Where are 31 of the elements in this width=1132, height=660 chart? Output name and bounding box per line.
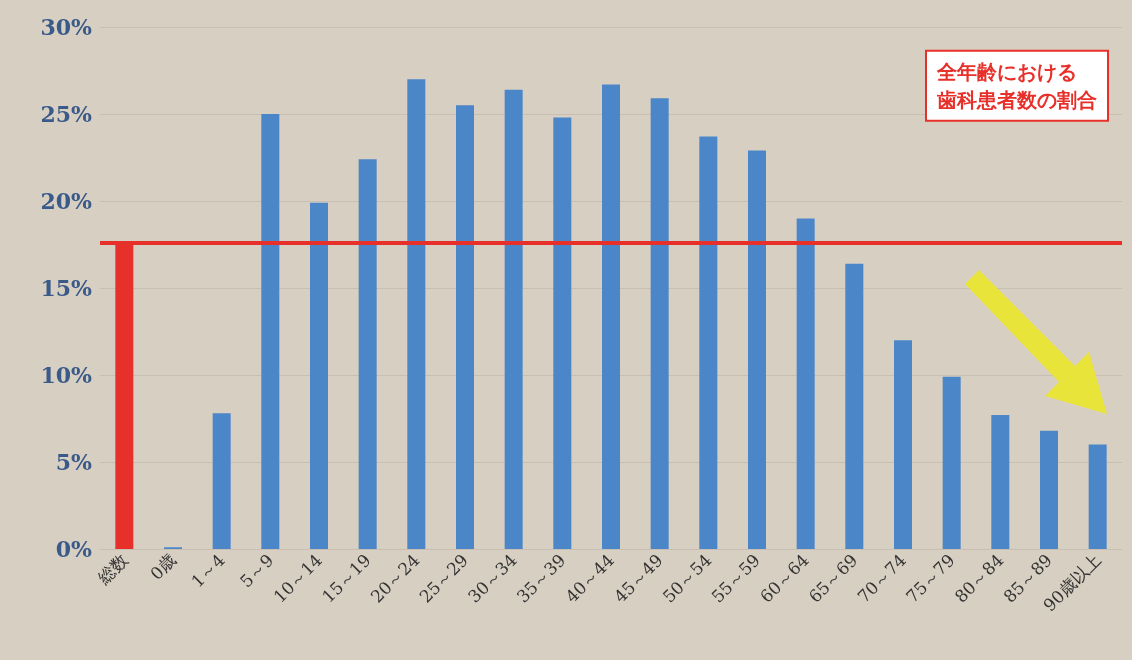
bar [310, 202, 328, 549]
bar [894, 340, 912, 549]
x-tick-label: 0歳 [146, 549, 181, 584]
y-tick-label: 30% [40, 14, 93, 40]
y-tick-label: 25% [40, 101, 93, 127]
bar [358, 159, 377, 549]
bar [602, 84, 620, 549]
bar [456, 105, 474, 549]
bar [407, 79, 426, 549]
bar [553, 117, 572, 549]
y-tick-label: 15% [40, 275, 93, 301]
bar [1040, 430, 1058, 549]
bar [845, 263, 864, 549]
bar [699, 136, 718, 549]
bar [212, 413, 231, 549]
y-tick-label: 0% [55, 536, 93, 562]
bar [261, 114, 280, 549]
bar [650, 98, 669, 549]
x-tick-label: 1～4 [187, 549, 229, 592]
ref-line-label: 全年齢における歯科患者数の割合 [936, 59, 1097, 112]
bar [796, 218, 815, 549]
bar [1088, 444, 1107, 549]
x-tick-label: 総数 [92, 549, 132, 589]
bar [504, 89, 523, 549]
x-tick-label: 5～9 [235, 549, 278, 592]
bar [748, 150, 766, 549]
y-tick-label: 10% [40, 362, 93, 388]
bar [991, 415, 1010, 549]
bar [942, 376, 961, 549]
y-tick-label: 20% [40, 188, 93, 214]
y-tick-label: 5% [55, 449, 93, 475]
